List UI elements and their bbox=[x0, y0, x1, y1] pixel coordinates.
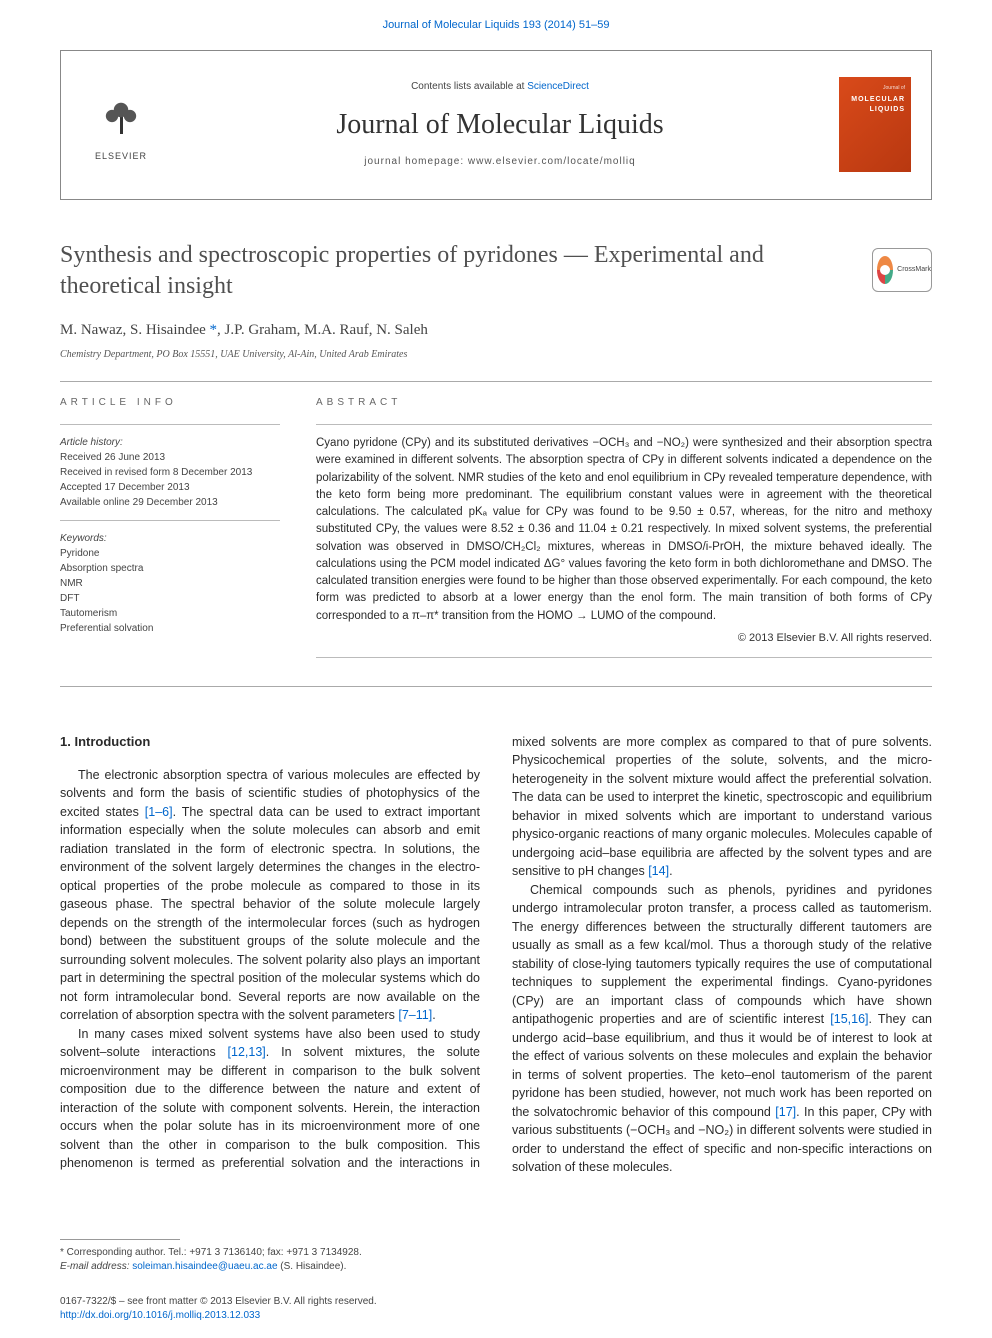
corresponding-author-mark[interactable]: * bbox=[210, 322, 218, 338]
journal-name: Journal of Molecular Liquids bbox=[161, 105, 839, 146]
article-info-label: ARTICLE INFO bbox=[60, 396, 280, 411]
contents-available-line: Contents lists available at ScienceDirec… bbox=[161, 80, 839, 95]
ref-15-16[interactable]: [15,16] bbox=[830, 1012, 868, 1026]
intro-para-3: Chemical compounds such as phenols, pyri… bbox=[512, 881, 932, 1177]
sciencedirect-link[interactable]: ScienceDirect bbox=[527, 81, 589, 92]
elsevier-tree-icon bbox=[91, 86, 151, 146]
abstract-divider-top bbox=[316, 424, 932, 425]
authors-line: M. Nawaz, S. Hisaindee *, J.P. Graham, M… bbox=[60, 320, 932, 342]
divider-bottom bbox=[60, 686, 932, 687]
crossmark-badge[interactable]: CrossMark bbox=[872, 248, 932, 292]
affiliation: Chemistry Department, PO Box 15551, UAE … bbox=[60, 348, 932, 363]
doi-link[interactable]: http://dx.doi.org/10.1016/j.molliq.2013.… bbox=[60, 1310, 260, 1321]
email-link[interactable]: soleiman.hisaindee@uaeu.ac.ae bbox=[132, 1261, 277, 1272]
divider-top bbox=[60, 381, 932, 382]
corresponding-author-footer: * Corresponding author. Tel.: +971 3 713… bbox=[60, 1239, 932, 1275]
copyright-footer: 0167-7322/$ – see front matter © 2013 El… bbox=[60, 1295, 932, 1324]
info-divider-2 bbox=[60, 520, 280, 521]
issn-line: 0167-7322/$ – see front matter © 2013 El… bbox=[60, 1295, 932, 1310]
journal-citation[interactable]: Journal of Molecular Liquids 193 (2014) … bbox=[0, 0, 992, 44]
article-info-column: ARTICLE INFO Article history: Received 2… bbox=[60, 396, 280, 668]
keywords-block: Keywords: Pyridone Absorption spectra NM… bbox=[60, 531, 280, 636]
abstract-text: Cyano pyridone (CPy) and its substituted… bbox=[316, 435, 932, 625]
header-center: Contents lists available at ScienceDirec… bbox=[161, 80, 839, 170]
journal-header-box: ELSEVIER Contents lists available at Sci… bbox=[60, 50, 932, 200]
body-columns: 1. Introduction The electronic absorptio… bbox=[60, 733, 932, 1177]
abstract-label: ABSTRACT bbox=[316, 396, 932, 411]
elsevier-logo: ELSEVIER bbox=[81, 80, 161, 170]
intro-para-1: The electronic absorption spectra of var… bbox=[60, 766, 480, 1025]
journal-cover-thumbnail: Journal of MOLECULAR LIQUIDS bbox=[839, 77, 911, 172]
ref-7-11[interactable]: [7–11] bbox=[398, 1008, 432, 1022]
footer-divider bbox=[60, 1239, 180, 1240]
journal-homepage-line: journal homepage: www.elsevier.com/locat… bbox=[161, 155, 839, 170]
elsevier-name: ELSEVIER bbox=[95, 150, 147, 163]
crossmark-icon bbox=[877, 256, 893, 284]
ref-17[interactable]: [17] bbox=[775, 1105, 796, 1119]
corresponding-contact: * Corresponding author. Tel.: +971 3 713… bbox=[60, 1246, 932, 1261]
abstract-divider-bottom bbox=[316, 657, 932, 658]
abstract-copyright: © 2013 Elsevier B.V. All rights reserved… bbox=[316, 631, 932, 647]
ref-12-13[interactable]: [12,13] bbox=[228, 1045, 266, 1059]
article-history: Article history: Received 26 June 2013 R… bbox=[60, 435, 280, 510]
article-title: Synthesis and spectroscopic properties o… bbox=[60, 240, 932, 302]
introduction-heading: 1. Introduction bbox=[60, 733, 480, 752]
abstract-column: ABSTRACT Cyano pyridone (CPy) and its su… bbox=[316, 396, 932, 668]
info-divider-1 bbox=[60, 424, 280, 425]
ref-1-6[interactable]: [1–6] bbox=[145, 805, 173, 819]
ref-14[interactable]: [14] bbox=[648, 864, 669, 878]
corresponding-email-line: E-mail address: soleiman.hisaindee@uaeu.… bbox=[60, 1260, 932, 1275]
